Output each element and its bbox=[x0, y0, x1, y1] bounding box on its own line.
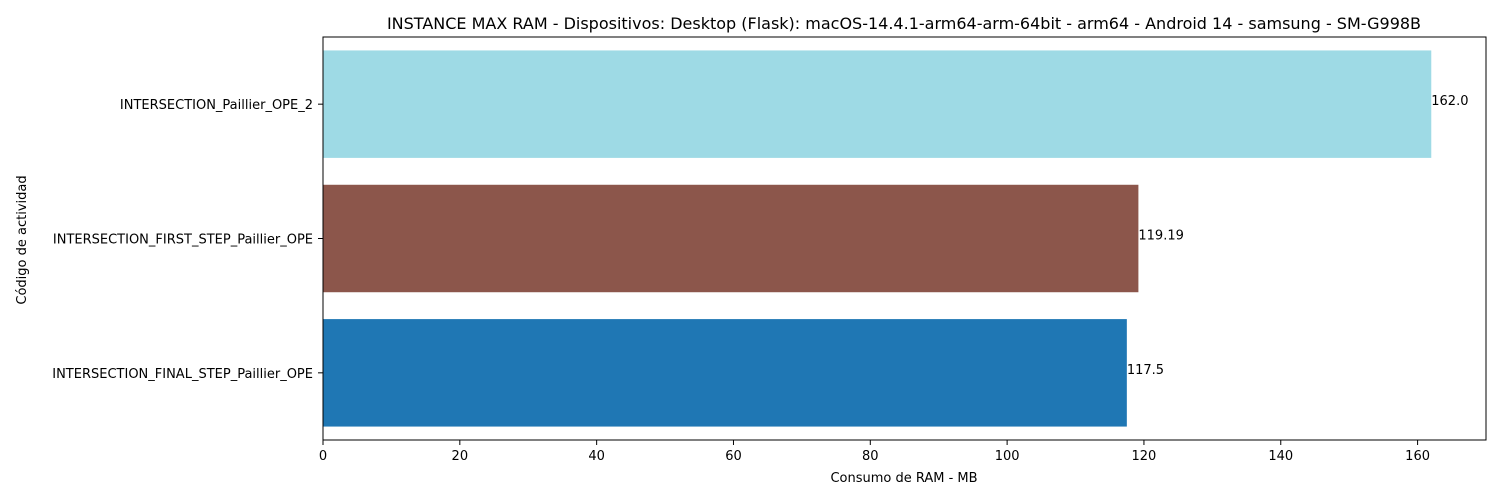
y-tick-label: INTERSECTION_FIRST_STEP_Paillier_OPE bbox=[53, 233, 313, 248]
x-tick-label: 140 bbox=[1268, 449, 1293, 464]
x-tick-label: 60 bbox=[725, 449, 742, 464]
bars-layer: 162.0 119.19 117.5 bbox=[323, 50, 1468, 427]
bar-3 bbox=[323, 319, 1127, 427]
bar-value-label: 162.0 bbox=[1431, 94, 1468, 109]
x-tick-label: 80 bbox=[862, 449, 879, 464]
chart-title: INSTANCE MAX RAM - Dispositivos: Desktop… bbox=[387, 14, 1421, 33]
x-tick-label: 20 bbox=[452, 449, 469, 464]
y-tick-label: INTERSECTION_Paillier_OPE_2 bbox=[120, 98, 313, 113]
x-tick-label: 40 bbox=[588, 449, 605, 464]
x-tick-label: 120 bbox=[1132, 449, 1157, 464]
bar-value-label: 119.19 bbox=[1138, 229, 1184, 244]
x-tick-label: 0 bbox=[319, 449, 327, 464]
x-tick-label: 100 bbox=[995, 449, 1020, 464]
x-axis-label: Consumo de RAM - MB bbox=[830, 471, 977, 486]
y-tick-label: INTERSECTION_FINAL_STEP_Paillier_OPE bbox=[52, 367, 313, 382]
bar-2 bbox=[323, 184, 1139, 293]
plot-spines bbox=[322, 36, 1487, 441]
bar-1 bbox=[323, 50, 1432, 158]
ticks-layer: INTERSECTION_Paillier_OPE_2 INTERSECTION_… bbox=[52, 98, 1430, 464]
y-axis-label: Código de actividad bbox=[15, 175, 30, 304]
bar-value-label: 117.5 bbox=[1127, 363, 1164, 378]
x-tick-label: 160 bbox=[1405, 449, 1430, 464]
plot-frame bbox=[322, 36, 1487, 441]
